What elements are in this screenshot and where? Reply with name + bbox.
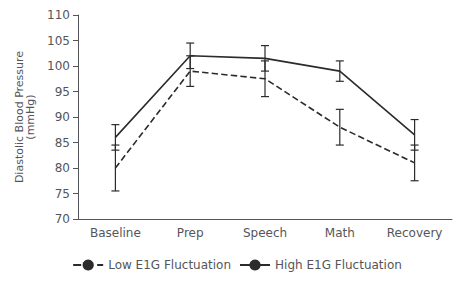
svg-text:Diastolic Blood Pressure: Diastolic Blood Pressure xyxy=(13,50,27,184)
svg-text:85: 85 xyxy=(55,136,70,150)
svg-text:Low E1G Fluctuation: Low E1G Fluctuation xyxy=(108,258,231,272)
svg-text:95: 95 xyxy=(55,85,70,99)
svg-text:75: 75 xyxy=(55,187,70,201)
svg-text:Recovery: Recovery xyxy=(387,226,443,240)
svg-text:Math: Math xyxy=(325,226,355,240)
svg-text:(mmHg): (mmHg) xyxy=(24,94,37,139)
svg-text:105: 105 xyxy=(47,34,70,48)
svg-text:Speech: Speech xyxy=(243,226,287,240)
svg-text:80: 80 xyxy=(55,161,70,175)
svg-text:Baseline: Baseline xyxy=(90,226,141,240)
svg-text:70: 70 xyxy=(55,212,70,226)
svg-text:Prep: Prep xyxy=(177,226,204,240)
svg-text:100: 100 xyxy=(47,59,70,73)
svg-text:90: 90 xyxy=(55,110,70,124)
svg-text:110: 110 xyxy=(47,8,70,22)
svg-text:High E1G Fluctuation: High E1G Fluctuation xyxy=(275,258,402,272)
